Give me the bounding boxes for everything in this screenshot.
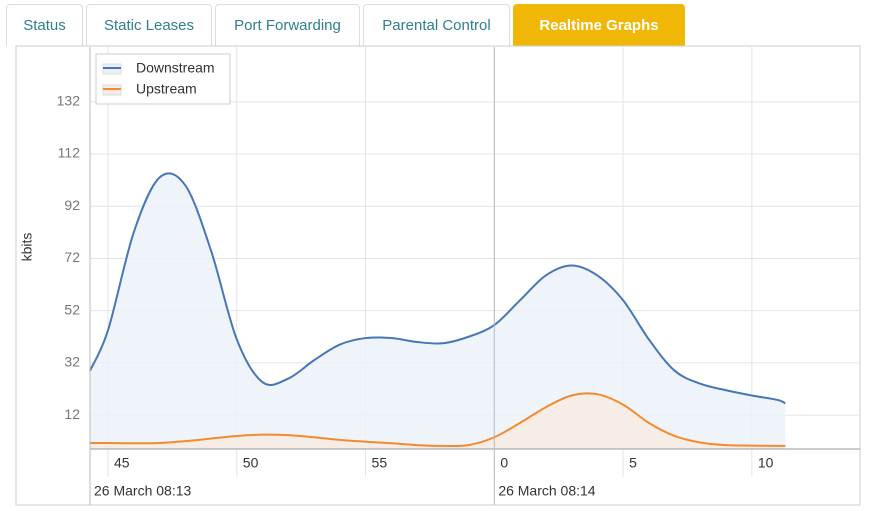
tab-bar: Status Static Leases Port Forwarding Par… [0, 0, 873, 47]
legend: Downstream Upstream [95, 53, 231, 105]
x-tick-label: 50 [243, 455, 259, 471]
series-line [89, 392, 786, 448]
y-tick-label: 52 [64, 301, 80, 317]
y-tick-label: 112 [58, 145, 81, 161]
y-tick-label: 72 [64, 249, 80, 265]
legend-label: Downstream [136, 60, 215, 76]
tab[interactable]: Status [6, 4, 83, 46]
y-tick-label: 92 [64, 197, 80, 213]
tab[interactable]: Static Leases [86, 4, 212, 46]
x-tick-label: 5 [629, 455, 637, 471]
x-tick-label: 10 [758, 455, 774, 471]
y-tick-label: 32 [64, 354, 80, 370]
y-axis-label: kbits [19, 233, 35, 262]
legend-label: Upstream [136, 81, 197, 97]
x-tick-label: 55 [372, 455, 388, 471]
series-line [89, 172, 786, 405]
tab[interactable]: Port Forwarding [215, 4, 360, 46]
legend-box [95, 53, 231, 105]
x-tick-label: 0 [500, 455, 508, 471]
tab[interactable]: Parental Control [363, 4, 510, 46]
series-area [90, 173, 786, 450]
x-date-label: 26 March 08:14 [498, 483, 595, 499]
tab-active[interactable]: Realtime Graphs [513, 4, 685, 46]
y-tick-label: 132 [57, 93, 81, 109]
x-date-label: 26 March 08:13 [94, 483, 191, 499]
x-tick-label: 45 [114, 455, 130, 471]
y-tick-label: 12 [64, 406, 80, 422]
chart-frame [15, 45, 861, 506]
